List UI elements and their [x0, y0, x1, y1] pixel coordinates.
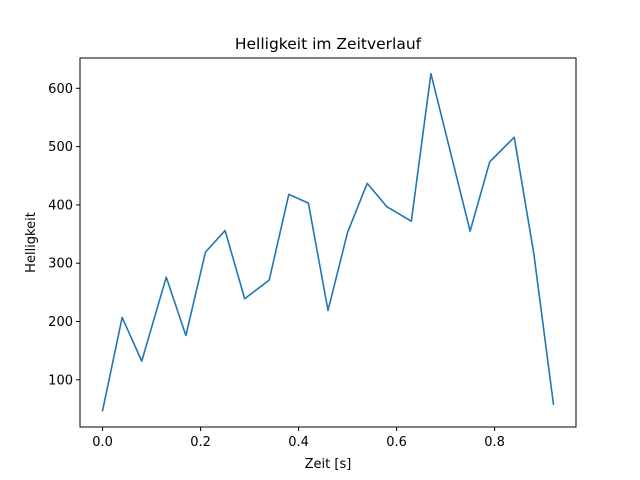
chart-title: Helligkeit im Zeitverlauf [235, 35, 422, 53]
x-axis-label: Zeit [s] [305, 457, 352, 472]
x-axis-ticks: 0.0 0.2 0.4 0.6 0.8 [92, 427, 505, 450]
x-tick-label: 0.8 [484, 435, 505, 450]
x-tick-label: 0.6 [386, 435, 407, 450]
y-axis-ticks: 100 200 300 400 500 600 [48, 82, 80, 388]
y-tick-label: 300 [48, 257, 73, 272]
y-tick-label: 100 [48, 373, 73, 388]
x-tick-label: 0.2 [190, 435, 211, 450]
series-line-0 [101, 72, 555, 412]
y-tick-label: 500 [48, 140, 73, 155]
plot-frame [79, 57, 577, 428]
y-axis-label: Helligkeit [24, 212, 39, 273]
x-tick-label: 0.4 [288, 435, 309, 450]
series-layer [101, 72, 555, 412]
x-tick-label: 0.0 [92, 435, 113, 450]
y-tick-label: 200 [48, 315, 73, 330]
y-tick-label: 400 [48, 198, 73, 213]
y-tick-label: 600 [48, 82, 73, 97]
